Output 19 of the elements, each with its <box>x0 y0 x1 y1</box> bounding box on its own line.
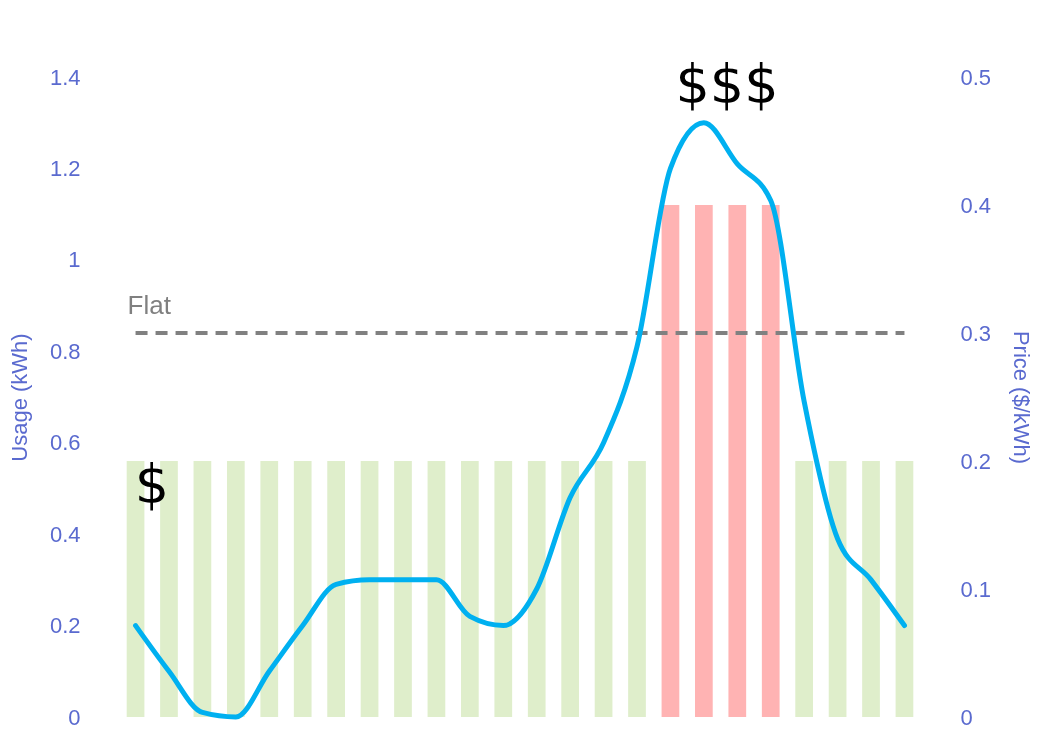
y-tick-label: 0.6 <box>49 430 81 456</box>
y-tick-label: 0.8 <box>49 338 81 364</box>
annotation: $ <box>134 453 170 516</box>
y2-tick-label: 0 <box>960 704 973 730</box>
annotation: $$$ <box>675 53 779 116</box>
ref-line-label: Flat <box>127 290 172 320</box>
y-tick-label: 1 <box>68 247 81 273</box>
y2-axis-title: Price ($/kWh) <box>1009 330 1035 465</box>
y2-tick-label: 0.3 <box>960 320 992 346</box>
y2-tick-label: 0.2 <box>960 448 992 474</box>
y2-tick-label: 0.1 <box>960 576 992 602</box>
y-tick-label: 1.4 <box>49 64 81 90</box>
y-tick-label: 0.2 <box>49 613 81 639</box>
y-tick-label: 0.4 <box>49 521 81 547</box>
y-axis-title: Usage (kWh) <box>6 333 32 462</box>
y-tick-label: 1.2 <box>49 155 81 181</box>
y2-tick-label: 0.5 <box>960 64 992 90</box>
y-tick-label: 0 <box>68 704 81 730</box>
y2-tick-label: 0.4 <box>960 192 992 218</box>
